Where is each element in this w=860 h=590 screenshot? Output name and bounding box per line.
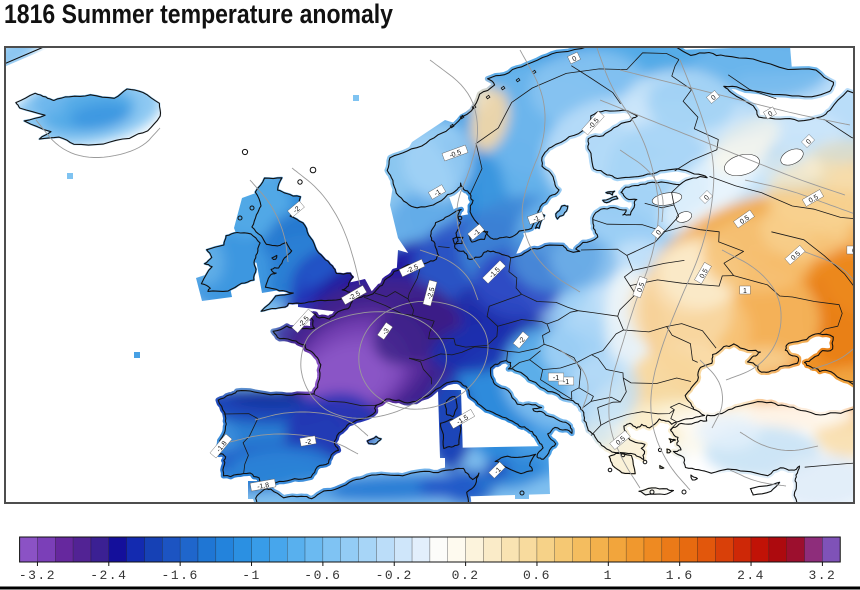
svg-text:-0.6: -0.6 — [304, 568, 341, 583]
svg-text:1: 1 — [743, 288, 747, 295]
svg-text:-2.5: -2.5 — [406, 264, 420, 275]
svg-text:-0.2: -0.2 — [376, 568, 413, 583]
svg-text:-1.6: -1.6 — [162, 568, 199, 583]
svg-text:1.6: 1.6 — [666, 568, 694, 583]
svg-text:-1: -1 — [242, 568, 261, 583]
svg-text:-3: -3 — [382, 327, 391, 336]
svg-text:-1: -1 — [532, 215, 540, 224]
svg-text:0.5: 0.5 — [636, 282, 646, 294]
svg-text:0: 0 — [710, 94, 718, 102]
svg-text:2.4: 2.4 — [737, 568, 765, 583]
svg-text:1: 1 — [604, 568, 613, 583]
svg-text:-2.4: -2.4 — [90, 568, 127, 583]
svg-text:-1: -1 — [493, 466, 502, 475]
svg-text:-2: -2 — [517, 336, 526, 345]
svg-text:-0.5: -0.5 — [449, 149, 463, 160]
svg-text:-2: -2 — [305, 438, 312, 446]
svg-text:0: 0 — [571, 55, 578, 63]
svg-text:3.2: 3.2 — [808, 568, 836, 583]
svg-text:-2: -2 — [292, 205, 301, 214]
svg-text:0: 0 — [767, 110, 774, 118]
svg-text:-1: -1 — [553, 375, 559, 382]
svg-text:0.5: 0.5 — [790, 250, 802, 262]
svg-text:-1: -1 — [433, 189, 442, 198]
svg-text:0.5: 0.5 — [808, 194, 820, 205]
svg-text:0: 0 — [805, 138, 813, 146]
svg-text:0.5: 0.5 — [739, 215, 751, 226]
svg-text:0.2: 0.2 — [452, 568, 480, 583]
svg-text:0.6: 0.6 — [523, 568, 551, 583]
svg-text:-2.5: -2.5 — [427, 287, 437, 301]
svg-text:0: 0 — [703, 194, 711, 202]
svg-text:-1: -1 — [472, 228, 481, 237]
svg-text:0.5: 0.5 — [615, 435, 627, 447]
svg-text:0.5: 0.5 — [699, 268, 710, 280]
svg-text:-1: -1 — [563, 379, 569, 386]
svg-text:0: 0 — [655, 229, 663, 237]
svg-text:-1.8: -1.8 — [257, 482, 270, 491]
svg-text:-3.2: -3.2 — [19, 568, 56, 583]
svg-text:1816 Summer temperature anomal: 1816 Summer temperature anomaly — [4, 0, 393, 29]
